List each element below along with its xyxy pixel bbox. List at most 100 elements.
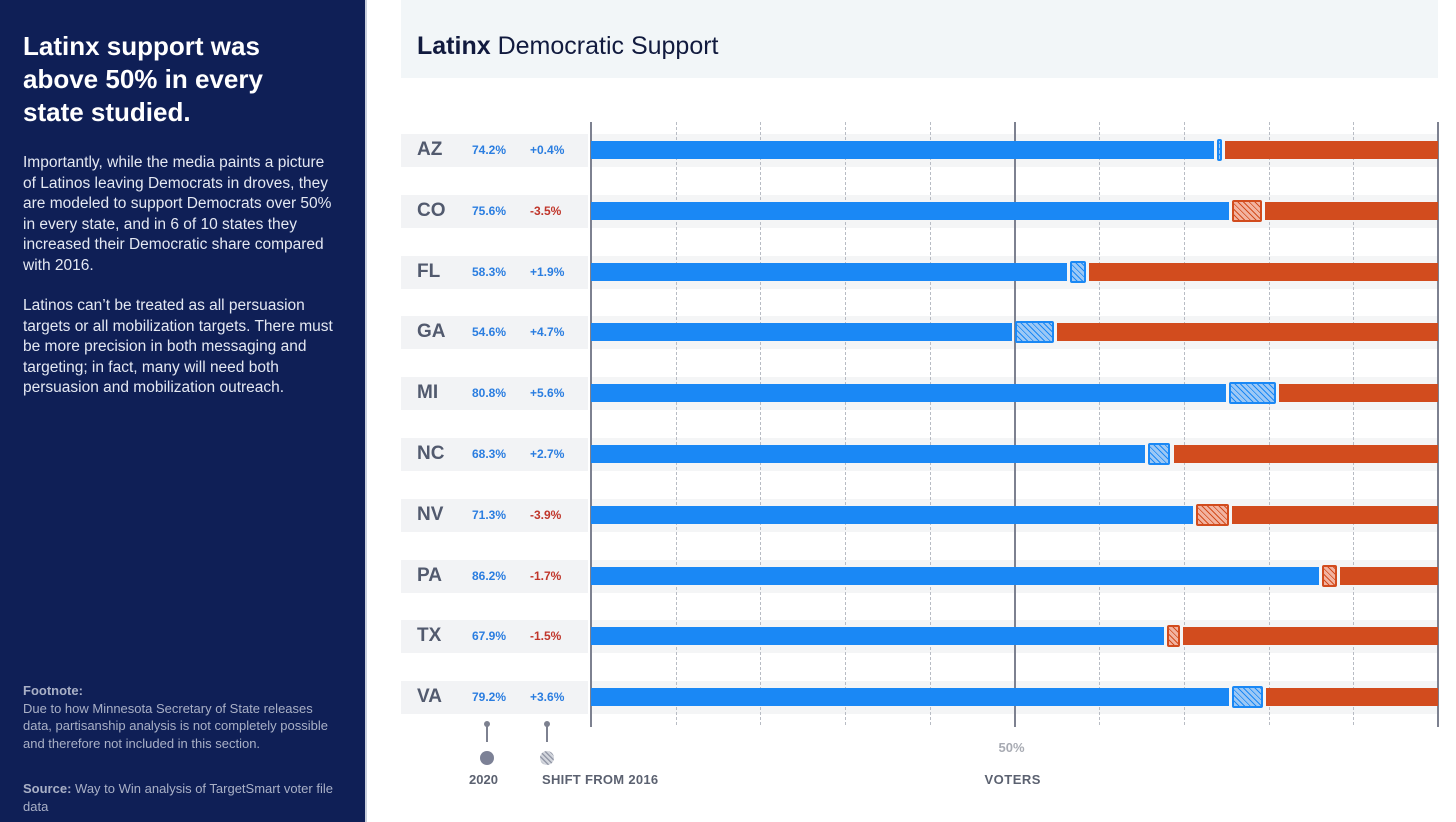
bar-shift-positive [1147,443,1171,465]
title-rest: Democratic Support [497,32,719,60]
value-label: 75.6% [472,203,507,218]
chart-title: Latinx Democratic Support [417,32,719,61]
value-label: 67.9% [472,629,507,644]
shift-label: +0.4% [530,143,565,157]
gridline [1099,122,1101,725]
bar-rep [1173,445,1438,463]
row-label-bg [401,134,588,167]
value-label: 58.3% [472,264,507,279]
axis-line [590,122,592,727]
paragraph-2: Latinos can’t be treated as all persuasi… [23,297,333,396]
bar-dem [591,566,1320,585]
value-label: 80.8% [472,386,507,401]
bar-rep [1279,384,1438,403]
row-label-bg [401,620,588,654]
row-label-bg [401,194,588,228]
value-label: 79.2% [472,690,507,705]
state-label: GA [417,321,446,343]
legend-label-shift: SHIFT FROM 2016 [542,772,659,787]
gridline [1353,122,1355,725]
state-label: AZ [417,139,443,160]
paragraph-1: Importantly, while the media paints a pi… [23,154,332,274]
row-label-bg [401,559,588,593]
legend-label-2020: 2020 [469,772,498,787]
gridline-major [1013,122,1016,727]
legend-hatch-icon [540,751,554,765]
shift-label: -1.7% [530,568,562,583]
shift-label: +3.6% [530,690,565,705]
title-bold: Latinx [417,32,491,60]
bar-dem [591,201,1230,220]
bar-shift-positive [1014,321,1055,344]
row-label-bg [401,316,588,350]
value-label: 74.2% [472,143,507,157]
bar-shift-positive [1069,260,1086,283]
bar-shift-negative [1322,564,1337,587]
footnote: Footnote: Due to how Minnesota Secretary … [23,682,333,752]
row-label-bg [401,438,588,471]
bar-rep [1057,323,1438,342]
midline-label: 50% [998,740,1025,755]
bar-shift-positive [1228,382,1277,405]
bar-rep [1265,688,1438,707]
legend-hatch-stem-tip [544,721,550,727]
gridline [845,122,847,725]
bar-shift-positive [1232,686,1263,709]
state-label: NC [417,443,445,464]
shift-label: -3.5% [530,203,562,218]
sidebar: Latinx support was above 50% in every st… [0,0,367,822]
footnote-text: Due to how Minnesota Secretary of State … [23,700,328,751]
gridline [760,122,762,725]
state-label: VA [417,686,442,708]
value-label: 68.3% [472,447,507,461]
bar-dem [591,688,1230,707]
bar-dem [591,141,1215,159]
state-label: NV [417,503,444,525]
bar-dem [591,323,1012,342]
headline: Latinx support was above 50% in every st… [23,31,263,127]
bar-rep [1225,141,1438,159]
shift-label: +5.6% [530,386,565,401]
x-axis-label: VOTERS [984,772,1041,787]
gridline [929,122,931,725]
legend-dot-icon [480,751,494,765]
bar-shift-negative [1232,199,1262,222]
row-label-bg [401,377,588,411]
shift-label: -1.5% [530,629,562,644]
bar-dem [591,627,1165,646]
gridline [1183,122,1185,725]
legend-hatch-stem [546,724,548,742]
shift-label: +2.7% [530,447,565,461]
bar-shift-positive [1217,139,1223,161]
bar-dem [591,445,1145,463]
bar-rep [1231,505,1438,524]
chart-header: Latinx Democratic Support [401,0,1438,78]
gridline [675,122,677,725]
source-label: Source: [23,781,72,796]
bar-rep [1339,566,1438,585]
source-text: Way to Win analysis of TargetSmart voter… [23,781,333,814]
row-label-bg [401,681,588,715]
bar-shift-negative [1195,503,1229,526]
gridline-major [1437,122,1439,727]
shift-label: +4.7% [530,325,565,340]
value-label: 71.3% [472,507,507,522]
source: Source: Way to Win analysis of TargetSma… [23,780,333,815]
value-label: 54.6% [472,325,507,340]
value-label: 86.2% [472,568,507,583]
bar-rep [1088,262,1438,281]
shift-label: -3.9% [530,507,562,522]
bar-dem [591,384,1226,403]
row-label-bg [401,498,588,532]
bar-rep [1264,201,1438,220]
bar-shift-negative [1167,625,1180,648]
legend-dot-stem-tip [484,721,490,727]
state-label: PA [417,564,442,586]
state-label: FL [417,260,441,282]
shift-label: +1.9% [530,264,565,279]
row-label-bg [401,255,588,289]
state-label: TX [417,625,442,647]
legend-dot-stem [486,724,488,742]
state-label: CO [417,199,446,221]
